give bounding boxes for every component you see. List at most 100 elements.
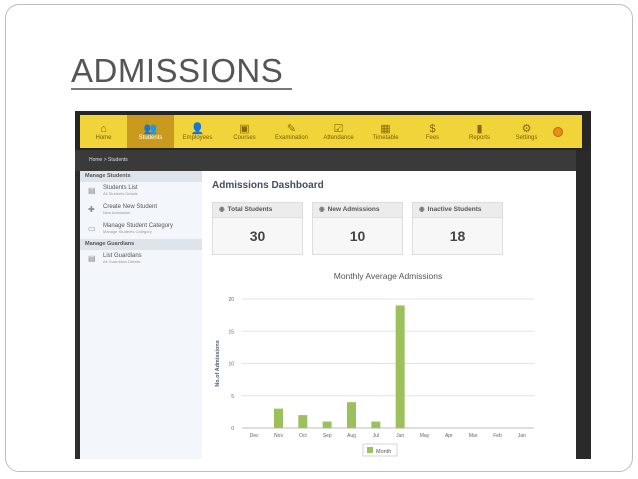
- app-screenshot: ⌂ Home 👥 Students 👤 Employees ▣ Courses ✎ Examina…: [75, 111, 591, 459]
- nav-item-label: Employees: [182, 134, 213, 141]
- x-tick-label: Mar: [469, 433, 478, 439]
- nav-item-students[interactable]: 👥 Students: [127, 115, 174, 148]
- stat-card-label: Total Students: [227, 206, 273, 213]
- nav-item-settings[interactable]: ⚙ Settings: [503, 115, 550, 148]
- settings-icon: ⚙: [521, 122, 532, 135]
- eye-icon: ◉: [419, 206, 425, 213]
- breadcrumb: Home > Students: [89, 157, 128, 163]
- nav-item-label: Timetable: [372, 134, 399, 141]
- y-tick-label: 15: [228, 329, 234, 335]
- x-tick-label: Jun: [396, 433, 404, 439]
- legend-swatch: [367, 447, 373, 453]
- sidebar-item-list-guardians[interactable]: ▤ List Guardians All Guardians Details: [80, 250, 202, 269]
- reports-icon: ▮: [476, 122, 483, 135]
- stat-card-total-students: ◉ Total Students 30: [212, 202, 303, 255]
- sidebar-item-manage-student-category[interactable]: ▭ Manage Student Category Manage Students …: [80, 220, 202, 239]
- chart-bar: [347, 402, 356, 428]
- x-tick-label: Jul: [373, 433, 379, 439]
- timetable-icon: ▦: [380, 122, 391, 135]
- home-icon: ⌂: [100, 122, 107, 135]
- chart-bar: [371, 421, 381, 428]
- stat-card-label: Inactive Students: [427, 206, 482, 213]
- slide-title: ADMISSIONS: [71, 52, 284, 89]
- main-nav: ⌂ Home 👥 Students 👤 Employees ▣ Courses ✎ Examina…: [80, 115, 582, 148]
- x-tick-label: Sep: [323, 433, 332, 439]
- y-tick-label: 5: [231, 394, 234, 400]
- nav-item-timetable[interactable]: ▦ Timetable: [362, 115, 409, 148]
- top-bar: ⌂ Home 👥 Students 👤 Employees ▣ Courses ✎ Examina…: [75, 111, 591, 150]
- category-icon: ▭: [88, 224, 96, 233]
- title-underline: [71, 88, 292, 90]
- nav-item-label: Settings: [515, 134, 538, 141]
- list-icon: ▤: [88, 254, 96, 263]
- admissions-chart: Monthly Average Admissions 0 5 10 15 20 No.of …: [202, 265, 576, 459]
- x-tick-label: Aug: [347, 433, 356, 439]
- legend-label: Month: [376, 449, 391, 455]
- nav-item-label: Home: [95, 134, 112, 141]
- sidebar-item-label: List Guardians: [103, 253, 142, 259]
- nav-item-label: Students: [138, 134, 163, 141]
- sidebar-item-label: Manage Student Category: [103, 223, 174, 229]
- nav-item-label: Fees: [425, 134, 440, 141]
- nav-item-label: Reports: [468, 134, 490, 141]
- y-tick-label: 10: [228, 362, 234, 368]
- stat-card-inactive-students: ◉ Inactive Students 18: [412, 202, 503, 255]
- sidebar-heading: Manage Guardians: [80, 239, 202, 250]
- chart-bar: [274, 408, 283, 428]
- x-tick-label: Dec: [250, 433, 259, 439]
- employees-icon: 👤: [190, 122, 205, 135]
- stat-card-value: 18: [449, 228, 466, 244]
- nav-item-reports[interactable]: ▮ Reports: [456, 115, 503, 148]
- sidebar-item-create-new-student[interactable]: ✚ Create New Student New Admission: [80, 201, 202, 220]
- nav-item-examination[interactable]: ✎ Examination: [268, 115, 315, 148]
- x-tick-label: Oct: [299, 433, 307, 439]
- x-tick-label: Feb: [493, 433, 502, 439]
- stat-card-value: 10: [349, 228, 366, 244]
- nav-item-courses[interactable]: ▣ Courses: [221, 115, 268, 148]
- sidebar-item-subtitle: New Admission: [103, 210, 131, 215]
- right-scroll-area: [576, 150, 591, 459]
- stat-card-new-admissions: ◉ New Admissions 10: [312, 202, 403, 255]
- eye-icon: ◉: [219, 206, 225, 213]
- courses-icon: ▣: [239, 122, 250, 135]
- y-axis-label: No.of Admissions: [215, 340, 221, 387]
- nav-item-label: Attendance: [323, 134, 354, 141]
- attendance-icon: ☑: [333, 122, 344, 135]
- examination-icon: ✎: [286, 122, 297, 135]
- x-tick-label: Nov: [274, 433, 283, 439]
- add-user-icon: ✚: [88, 205, 95, 214]
- nav-item-home[interactable]: ⌂ Home: [80, 115, 127, 148]
- sidebar-item-subtitle: All Guardians Details: [103, 259, 141, 264]
- eye-icon: ◉: [319, 206, 325, 213]
- sidebar-heading: Manage Students: [80, 171, 202, 182]
- stat-card-label: New Admissions: [327, 206, 380, 213]
- sidebar-item-students-list[interactable]: ▤ Students List All Students Details: [80, 182, 202, 201]
- stat-card-header: ◉ Inactive Students: [413, 203, 502, 218]
- sidebar-item-subtitle: All Students Details: [103, 191, 138, 196]
- sidebar-item-label: Create New Student: [103, 204, 158, 210]
- nav-item-label: Examination: [274, 134, 309, 141]
- page-title: Admissions Dashboard: [212, 180, 324, 191]
- breadcrumb-bar: Home > Students: [75, 150, 591, 171]
- chart-bar: [298, 415, 308, 428]
- x-tick-label: Apr: [445, 433, 453, 439]
- y-tick-label: 0: [231, 426, 234, 432]
- x-tick-label: Jan: [518, 433, 526, 439]
- sidebar-item-subtitle: Manage Students Category: [103, 229, 152, 234]
- sidebar: Manage Students ▤ Students List All Student…: [80, 171, 203, 459]
- nav-end: [550, 115, 566, 148]
- y-tick-label: 20: [228, 297, 234, 303]
- nav-item-fees[interactable]: $ Fees: [409, 115, 456, 148]
- nav-item-employees[interactable]: 👤 Employees: [174, 115, 221, 148]
- chart-bar: [322, 421, 332, 428]
- x-tick-label: May: [420, 433, 430, 439]
- list-icon: ▤: [88, 186, 96, 195]
- notification-dot-icon[interactable]: [553, 126, 563, 137]
- sidebar-item-label: Students List: [103, 185, 138, 191]
- main-content: Admissions Dashboard ◉ Total Students 30 ◉ N…: [202, 171, 576, 459]
- fees-icon: $: [429, 122, 436, 135]
- stat-card-header: ◉ Total Students: [213, 203, 302, 218]
- nav-item-attendance[interactable]: ☑ Attendance: [315, 115, 362, 148]
- stat-card-value: 30: [249, 228, 266, 244]
- students-icon: 👥: [143, 122, 158, 135]
